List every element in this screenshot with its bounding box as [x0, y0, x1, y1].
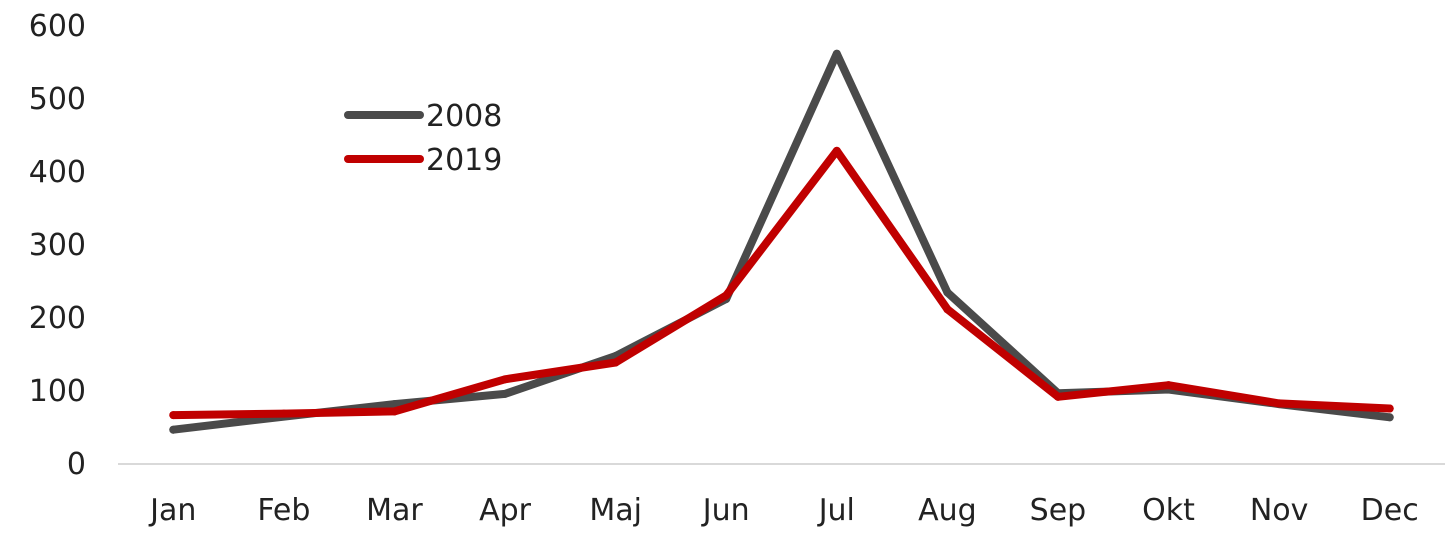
data-point-2019: [501, 375, 510, 384]
x-tick-label: Nov: [1250, 493, 1309, 528]
data-point-2019: [1053, 392, 1062, 401]
x-tick-label: Apr: [479, 493, 532, 528]
data-point-2019: [1385, 404, 1394, 413]
data-point-2008: [501, 389, 510, 398]
x-tick-label: Sep: [1030, 493, 1087, 528]
data-point-2008: [1385, 413, 1394, 422]
y-tick-label: 100: [29, 374, 86, 409]
data-point-2008: [943, 288, 952, 297]
y-tick-label: 500: [29, 82, 86, 117]
data-point-2019: [832, 146, 841, 155]
x-tick-label: Okt: [1142, 493, 1195, 528]
y-tick-label: 0: [67, 447, 86, 482]
data-point-2019: [611, 358, 620, 367]
series-line-2019: [169, 146, 1394, 420]
data-point-2008: [169, 425, 178, 434]
data-point-2019: [722, 291, 731, 300]
y-tick-label: 300: [29, 228, 86, 263]
data-point-2019: [169, 411, 178, 420]
y-tick-label: 400: [29, 155, 86, 190]
x-tick-label: Maj: [589, 493, 642, 528]
y-axis: 0 100 200 300 400 500 600: [29, 9, 86, 482]
x-tick-label: Jan: [148, 493, 196, 528]
y-tick-label: 200: [29, 301, 86, 336]
y-tick-label: 600: [29, 9, 86, 44]
legend-label: 2019: [426, 143, 502, 178]
x-tick-label: Jul: [817, 493, 855, 528]
x-axis: Jan Feb Mar Apr Maj Jun Jul Aug Sep Okt Nov Dec: [148, 493, 1419, 528]
x-tick-label: Jun: [701, 493, 750, 528]
data-point-2019: [390, 407, 399, 416]
data-point-2019: [1164, 381, 1173, 390]
x-tick-label: Dec: [1361, 493, 1419, 528]
data-point-2019: [279, 409, 288, 418]
data-point-2008: [832, 49, 841, 58]
series-line-2008: [169, 49, 1394, 434]
x-tick-label: Aug: [918, 493, 977, 528]
data-point-2019: [1275, 399, 1284, 408]
x-tick-label: Mar: [366, 493, 423, 528]
x-tick-label: Feb: [257, 493, 310, 528]
legend-label: 2008: [426, 99, 502, 134]
data-point-2008: [390, 400, 399, 409]
series-layer: [169, 49, 1394, 434]
data-point-2019: [943, 305, 952, 314]
legend: 2008 2019: [344, 99, 502, 178]
